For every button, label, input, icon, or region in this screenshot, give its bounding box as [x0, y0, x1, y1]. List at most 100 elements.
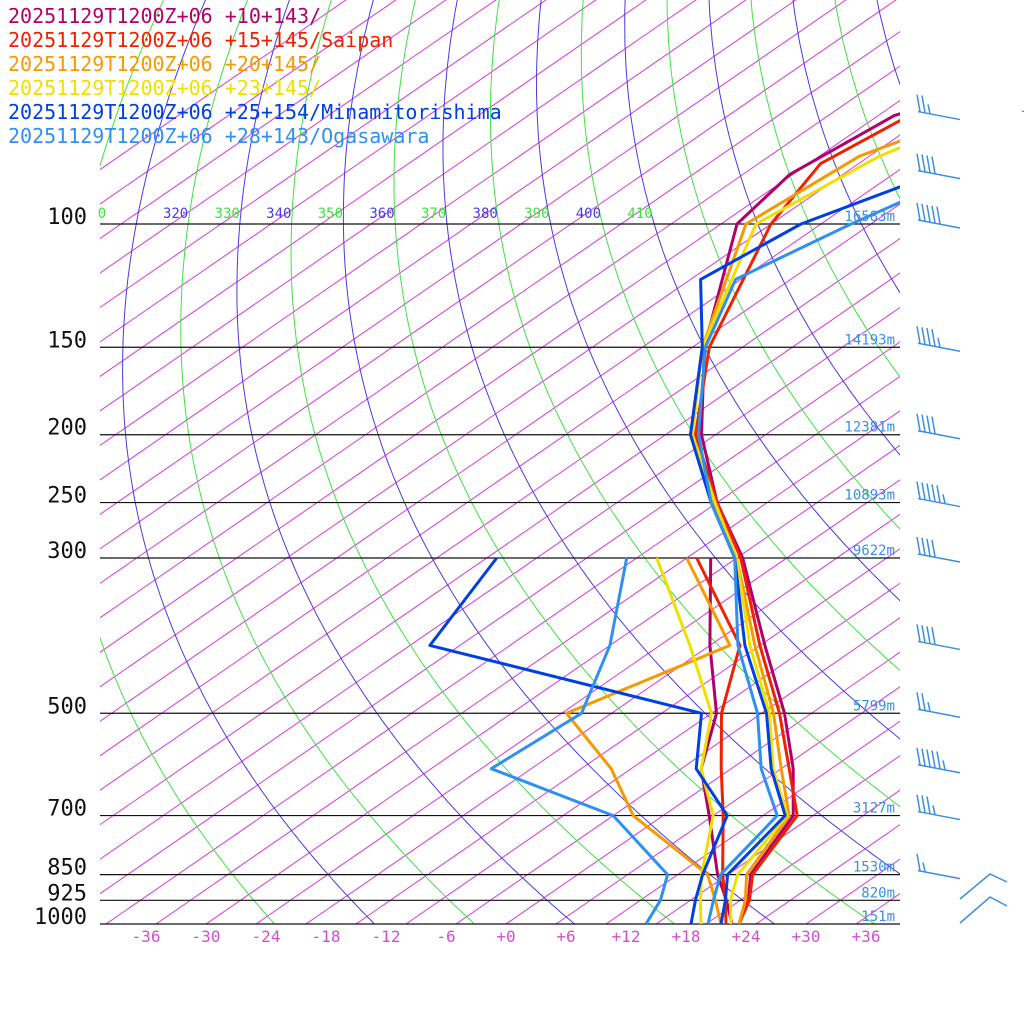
isotherm-line — [906, 0, 1024, 924]
wind-barb-flag — [921, 748, 926, 766]
pressure-label: 925 — [47, 881, 87, 906]
wind-barb-staff — [917, 640, 961, 651]
sounding-temperature — [691, 146, 900, 924]
isotherm-line — [455, 617, 900, 924]
legend-entry: 20251129T1200Z+06 +15+145/Saipan — [8, 28, 393, 52]
pressure-label: 500 — [47, 694, 87, 719]
wind-barb — [916, 94, 961, 121]
temperature-tick-label: +36 — [852, 927, 881, 946]
height-label: 12381m — [844, 420, 895, 436]
wind-barb — [916, 853, 961, 880]
legend-entry: 20251129T1200Z+06 +23+145/ — [8, 76, 321, 100]
wind-barb-flag — [921, 327, 926, 345]
isotherm-line — [100, 237, 900, 791]
dry-adiabat — [122, 0, 376, 924]
legend-entry: 20251129T1200Z+06 +20+145/ — [8, 52, 321, 76]
dry-adiabat — [535, 0, 900, 740]
pressure-label: 250 — [47, 484, 87, 509]
isotherm-line — [100, 0, 347, 171]
wind-barb-flag — [916, 481, 921, 499]
theta-label: 340 — [266, 206, 291, 222]
wind-barb-flag — [916, 413, 921, 431]
wind-barb-flag — [931, 156, 936, 174]
wind-barb-staff — [917, 708, 961, 719]
wind-barb-half — [942, 494, 946, 504]
legend-entry: 20251129T1200Z+06 +25+154/Minamitorishim… — [8, 100, 502, 124]
wind-barb — [916, 153, 961, 180]
isotherm-line — [100, 65, 900, 619]
isotherm-line — [155, 410, 900, 924]
isotherm-line — [355, 548, 900, 924]
wind-barb-flag — [931, 205, 936, 223]
isotherm-line — [505, 651, 900, 924]
wind-barb-half — [937, 337, 941, 348]
wind-barb-flag — [926, 796, 931, 814]
dry-adiabat — [580, 0, 900, 672]
dry-adiabat — [624, 0, 900, 602]
isotherm-line — [105, 375, 900, 924]
wind-barb-flag — [921, 203, 926, 222]
isotherm-line — [100, 0, 747, 446]
isotherm-line — [100, 0, 697, 412]
isotherm-line — [405, 582, 900, 924]
theta-label: 380 — [473, 206, 498, 222]
isotherm-line — [100, 0, 597, 343]
wind-barb-flag — [921, 154, 926, 172]
wind-barb-flag — [916, 794, 921, 812]
temperature-tick-label: -18 — [312, 927, 341, 946]
wind-barb-flag — [916, 624, 921, 642]
wind-barb-half — [927, 702, 931, 712]
sounding-temperature — [697, 200, 900, 924]
isotherm-line — [100, 0, 447, 240]
isotherm-line — [100, 306, 900, 860]
wind-barb — [916, 692, 961, 719]
wind-barb-staff — [917, 763, 961, 774]
isotherm-line — [100, 0, 797, 481]
pressure-label: 150 — [47, 328, 87, 353]
wind-barb-flag — [916, 536, 921, 555]
wind-barb — [916, 747, 961, 774]
legend-entry: 20251129T1200Z+06 +10+143/ — [8, 4, 321, 28]
wind-barb-flag — [936, 206, 941, 224]
temperature-tick-label: +24 — [732, 927, 761, 946]
legend: 20251129T1200Z+06 +10+143/20251129T1200Z… — [8, 4, 502, 148]
wind-barb-flag — [936, 485, 941, 503]
isotherm-line — [100, 99, 900, 653]
dry-adiabat — [489, 0, 900, 808]
height-label: 820m — [861, 885, 895, 901]
theta-label: 400 — [576, 206, 601, 222]
wind-barb-half — [922, 862, 926, 872]
theta-label: 0 — [98, 206, 106, 222]
wind-barb — [916, 413, 961, 440]
theta-label: 330 — [215, 206, 240, 222]
sounding-temperature — [700, 112, 900, 924]
wind-barb-flag — [931, 539, 936, 557]
wind-barbs — [916, 94, 1008, 924]
isotherm-line — [100, 341, 900, 895]
height-label: 3127m — [853, 801, 895, 817]
isotherm-line — [100, 0, 897, 550]
wind-barb-flag — [916, 153, 921, 171]
wind-barb-staff — [917, 810, 961, 821]
wind-barb-flag — [926, 328, 931, 346]
sounding-temperature — [694, 118, 900, 924]
theta-label: 320 — [163, 206, 188, 222]
height-labels: 16583m 14193m 12381m 10893m 9622m 5799m 3127m 1… — [844, 209, 895, 925]
surface-wind-mark — [959, 873, 1008, 900]
dry-adiabat — [666, 0, 900, 530]
pressure-label: 1000 — [34, 905, 87, 930]
wind-barb-half — [927, 104, 931, 114]
wind-barb-flag — [931, 750, 936, 768]
theta-label: 350 — [318, 206, 343, 222]
temperature-tick-label: -24 — [252, 927, 281, 946]
isotherm-line — [605, 720, 900, 924]
isotherm-line — [100, 168, 900, 722]
wind-barb-flag — [926, 155, 931, 173]
height-label: 151m — [861, 909, 895, 925]
dry-adiabat — [393, 0, 876, 924]
wind-barb-flag — [931, 416, 936, 434]
sounding-profiles — [428, 112, 900, 924]
dry-adiabat — [792, 0, 900, 294]
dry-adiabat-grid — [100, 0, 900, 924]
temperature-tick-label: -12 — [372, 927, 401, 946]
